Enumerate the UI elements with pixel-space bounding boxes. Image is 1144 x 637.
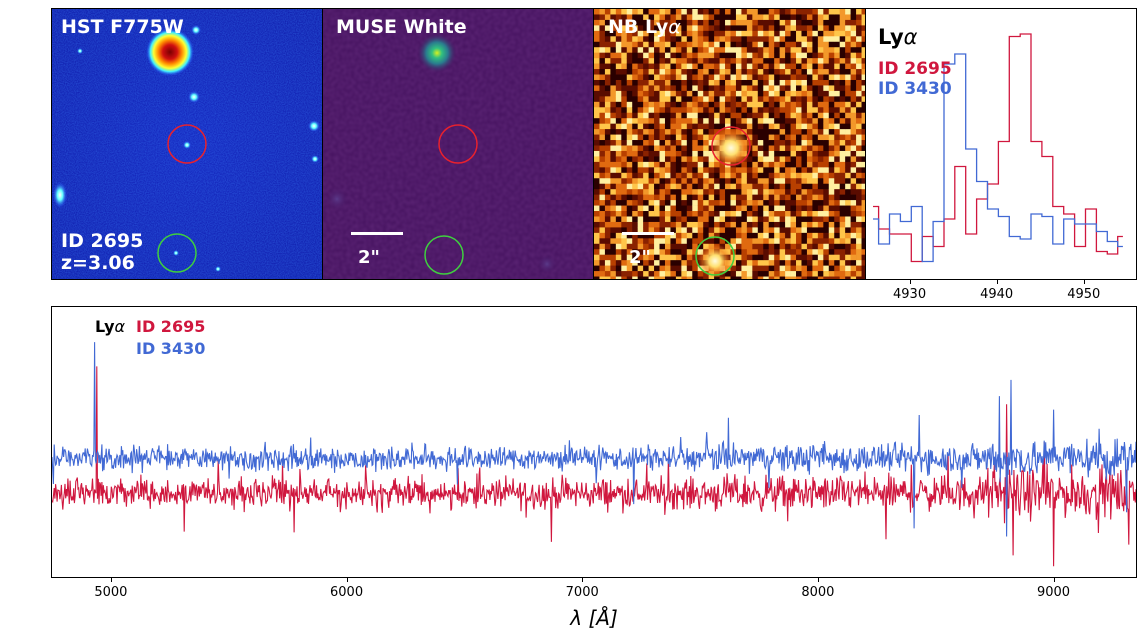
x-label-suffix: ]	[609, 606, 618, 630]
full-x-tick-label: 9000	[1036, 585, 1071, 600]
target-circle-red	[167, 124, 207, 164]
full-x-tick-mark	[817, 578, 819, 582]
full-lya-label: Lyα	[95, 317, 125, 336]
zoom-x-tick-label: 4940	[980, 287, 1014, 302]
full-legend-id-2695: ID 2695	[136, 317, 206, 336]
hst-bright-source	[146, 28, 194, 76]
target-circle-green	[695, 236, 735, 276]
full-x-tick-label: 8000	[801, 585, 835, 600]
zoom-series-0-line	[873, 33, 1123, 263]
nb-title-greek: α	[668, 16, 681, 38]
nb-title: NB Lyα	[608, 16, 681, 38]
nb-lya-image	[594, 9, 865, 279]
muse-scale-bar	[351, 232, 403, 235]
muse-title: MUSE White	[336, 16, 467, 38]
lya-zoom-chart: Lyα ID 2695 ID 3430	[865, 8, 1137, 280]
zoom-lya-label: Lyα	[878, 25, 918, 49]
muse-bright-source	[417, 33, 457, 73]
full-lya-prefix: Ly	[95, 317, 115, 336]
zoom-x-tick-label: 4950	[1067, 287, 1101, 302]
lya-zoom-plot	[873, 33, 1123, 263]
zoom-x-tick-label: 4930	[893, 287, 927, 302]
nb-scale-bar	[622, 232, 674, 235]
full-x-tick-mark	[346, 578, 348, 582]
full-series-0-line	[52, 366, 1136, 567]
target-circle-red	[438, 124, 478, 164]
full-x-tick-label: 7000	[565, 585, 599, 600]
nb-scale-label: 2"	[629, 247, 651, 268]
full-x-tick-mark	[1053, 578, 1055, 582]
muse-image	[323, 9, 593, 279]
hst-title: HST F775W	[61, 16, 184, 38]
zoom-x-tick-mark	[909, 280, 911, 284]
muse-image-panel: MUSE White 2"	[322, 8, 594, 280]
full-x-tick-label: 6000	[330, 585, 364, 600]
hst-redshift-label: z=3.06	[61, 252, 135, 274]
zoom-x-tick-mark	[996, 280, 998, 284]
zoom-legend-id-2695: ID 2695	[878, 59, 952, 79]
zoom-lya-prefix: Ly	[878, 25, 904, 49]
zoom-lya-greek: α	[903, 25, 918, 49]
full-legend-id-3430: ID 3430	[136, 339, 206, 358]
nb-title-prefix: NB Ly	[608, 16, 669, 38]
muse-scale-label: 2"	[358, 247, 380, 268]
target-circle-green	[424, 235, 464, 275]
hst-image	[52, 9, 322, 279]
zoom-x-tick-mark	[1083, 280, 1085, 284]
nb-emission-source	[711, 128, 751, 168]
full-x-tick-mark	[582, 578, 584, 582]
nb-lya-image-panel: NB Lyα 2"	[593, 8, 866, 280]
full-x-axis-label: λ [Å]	[570, 606, 618, 630]
zoom-legend-id-3430: ID 3430	[878, 79, 952, 99]
hst-id-label: ID 2695	[61, 230, 144, 252]
target-circle-red	[711, 126, 751, 166]
zoom-series-1-line	[873, 53, 1123, 263]
full-x-tick-mark	[110, 578, 112, 582]
full-spectrum-chart: Lyα ID 2695 ID 3430	[51, 306, 1137, 578]
hst-image-panel: HST F775W ID 2695 z=3.06	[51, 8, 323, 280]
x-label-prefix: λ [	[570, 606, 597, 630]
x-label-unit: Å	[596, 606, 610, 630]
full-series-1-line	[52, 342, 1136, 537]
full-spectrum-plot	[52, 342, 1136, 567]
target-circle-green	[157, 233, 197, 273]
full-x-tick-label: 5000	[94, 585, 128, 600]
full-lya-greek: α	[114, 317, 126, 336]
